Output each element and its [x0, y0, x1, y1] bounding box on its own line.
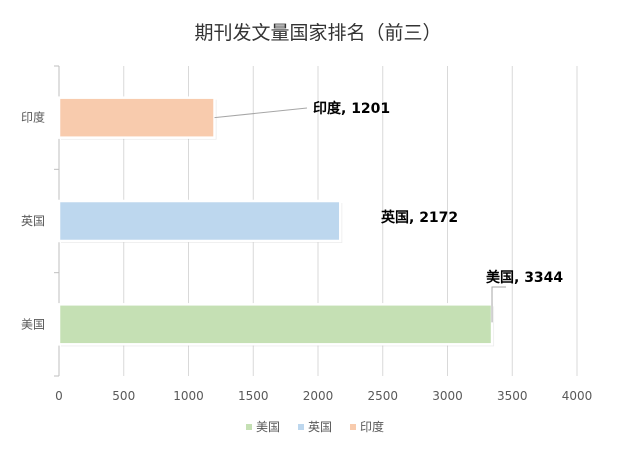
legend-swatch-0[interactable]: [246, 424, 252, 430]
x-tick-label: 0: [55, 389, 63, 403]
x-tick-label: 3500: [497, 389, 528, 403]
x-tick-label: 3000: [432, 389, 463, 403]
leader-line: [214, 107, 308, 119]
data-label-0: 美国, 3344: [486, 269, 563, 286]
leader-line: [491, 286, 506, 323]
x-tick-label: 500: [112, 389, 135, 403]
bar-印度[interactable]: [57, 96, 216, 139]
y-tick-label-2: 印度: [21, 110, 45, 125]
legend[interactable]: 美国 英国 印度: [246, 419, 384, 434]
x-tick-label: 2000: [303, 389, 334, 403]
data-label-1: 英国, 2172: [380, 209, 458, 226]
x-tick-label: 4000: [562, 389, 593, 403]
bar-美国[interactable]: [57, 303, 494, 346]
bars: [57, 96, 495, 347]
y-tick-label-0: 美国: [21, 317, 45, 331]
data-label-2: 印度, 1201: [313, 100, 390, 117]
legend-label-0[interactable]: 美国: [256, 420, 280, 434]
data-labels: 美国, 3344 英国, 2172 印度, 1201: [214, 100, 563, 323]
legend-swatch-2[interactable]: [350, 424, 356, 430]
bar-英国[interactable]: [57, 199, 342, 243]
legend-swatch-1[interactable]: [298, 424, 304, 430]
x-tick-label: 2500: [367, 389, 398, 403]
x-tick-label: 1500: [238, 389, 269, 403]
x-tick-label: 1000: [173, 389, 204, 403]
legend-label-1[interactable]: 英国: [308, 420, 332, 434]
legend-label-2[interactable]: 印度: [360, 419, 384, 434]
chart-title: 期刊发文量国家排名（前三）: [194, 22, 441, 44]
y-tick-label-1: 英国: [21, 214, 45, 228]
